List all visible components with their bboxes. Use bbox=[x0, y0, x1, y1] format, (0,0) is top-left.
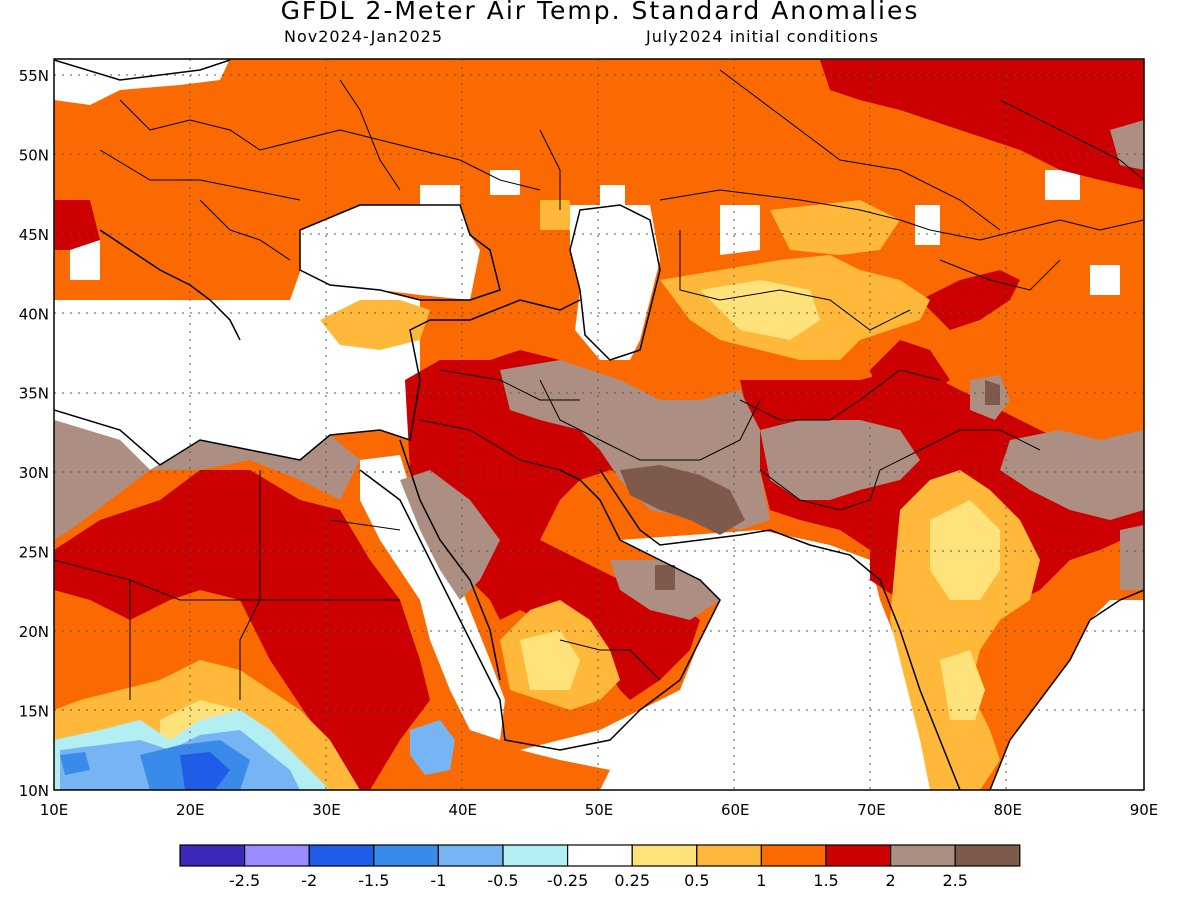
anomaly-above-2p5 bbox=[620, 380, 1000, 590]
y-tick-label: 35N bbox=[19, 385, 49, 403]
legend-label: 1 bbox=[756, 871, 766, 890]
x-tick-label: 10E bbox=[40, 801, 69, 819]
legend-swatch bbox=[244, 844, 310, 867]
legend-label: -1 bbox=[430, 871, 446, 890]
x-tick-label: 50E bbox=[585, 801, 614, 819]
legend-label: -2.5 bbox=[229, 871, 260, 890]
y-tick-label: 20N bbox=[19, 623, 49, 641]
legend-swatch bbox=[760, 844, 827, 867]
country-borders bbox=[54, 69, 1144, 700]
x-tick-label: 20E bbox=[176, 801, 205, 819]
x-tick-label: 70E bbox=[857, 801, 886, 819]
y-tick-label: 25N bbox=[19, 544, 49, 562]
coastlines bbox=[54, 59, 1144, 790]
legend-swatch bbox=[889, 844, 956, 867]
legend-swatch bbox=[631, 844, 698, 867]
legend-swatch bbox=[373, 844, 439, 867]
x-tick-label: 90E bbox=[1130, 801, 1159, 819]
y-tick-label: 10N bbox=[19, 782, 49, 800]
legend-swatch bbox=[696, 844, 762, 867]
legend-swatch bbox=[437, 844, 504, 867]
x-tick-label: 40E bbox=[448, 801, 477, 819]
x-tick-label: 60E bbox=[721, 801, 750, 819]
y-tick-label: 30N bbox=[19, 464, 49, 482]
legend-swatch bbox=[179, 844, 246, 867]
legend-label: -2 bbox=[301, 871, 317, 890]
y-tick-label: 45N bbox=[19, 226, 49, 244]
legend-label: 0.25 bbox=[614, 871, 650, 890]
y-tick-label: 15N bbox=[19, 703, 49, 721]
legend-label: 1.5 bbox=[813, 871, 838, 890]
chart-title: GFDL 2-Meter Air Temp. Standard Anomalie… bbox=[280, 0, 920, 25]
legend-swatch bbox=[825, 844, 892, 867]
legend-label: -0.25 bbox=[547, 871, 588, 890]
forecast-period: Nov2024-Jan2025 bbox=[284, 27, 443, 46]
legend-swatch bbox=[566, 844, 633, 867]
x-tick-label: 30E bbox=[312, 801, 341, 819]
axis-labels: 10E 20E 30E 40E 50E 60E 70E 80E 90E 55N 50N 45N 40N 3… bbox=[19, 67, 1159, 819]
legend-label: 2.5 bbox=[942, 871, 967, 890]
negative-anomaly-regions bbox=[54, 710, 455, 790]
legend-label: 2 bbox=[886, 871, 896, 890]
y-tick-label: 55N bbox=[19, 67, 49, 85]
legend-swatch bbox=[308, 844, 375, 867]
y-tick-label: 40N bbox=[19, 305, 49, 323]
map-frame bbox=[53, 58, 1145, 791]
legend-label: -1.5 bbox=[358, 871, 389, 890]
legend-swatch bbox=[954, 844, 1021, 867]
x-tick-label: 80E bbox=[993, 801, 1022, 819]
legend-label: 0.5 bbox=[684, 871, 709, 890]
legend-swatch bbox=[502, 844, 569, 867]
initial-conditions: July2024 initial conditions bbox=[646, 27, 879, 46]
y-tick-label: 50N bbox=[19, 146, 49, 164]
legend-label: -0.5 bbox=[487, 871, 518, 890]
graticule bbox=[54, 59, 1144, 790]
